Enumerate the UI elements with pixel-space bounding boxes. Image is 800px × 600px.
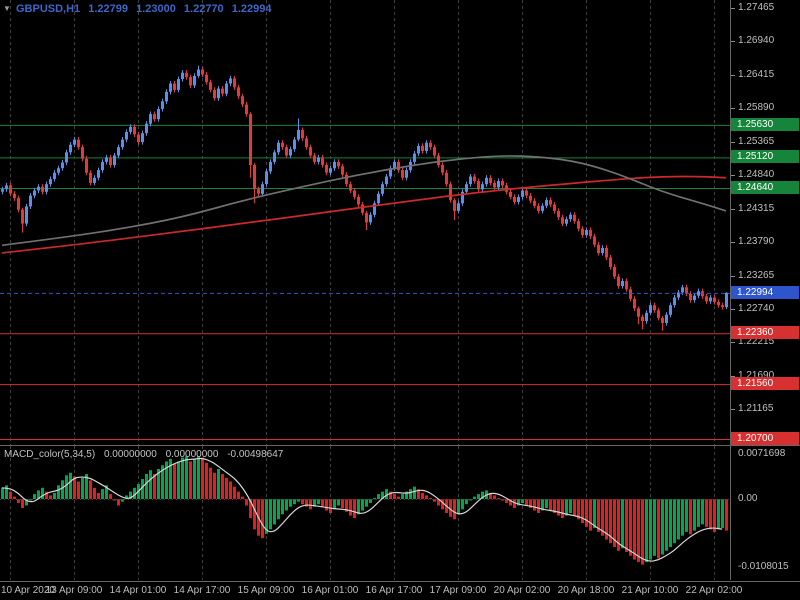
price-tick-label: 1.21165: [738, 403, 774, 415]
chart-ohlc-title: GBPUSD,H1 1.22799 1.23000 1.22770 1.2299…: [16, 3, 277, 15]
price-tick-label: 1.22215: [738, 336, 775, 348]
price-tickmark: [731, 409, 735, 411]
price-tickmark: [731, 342, 735, 344]
candles-group: [1, 65, 728, 331]
price-tickmark: [731, 108, 735, 110]
ohlc-low-value: 1.22770: [183, 3, 224, 15]
time-tick-label: 21 Apr 10:00: [621, 585, 679, 596]
level-price-label: 1.20700: [731, 431, 799, 445]
price-tick-label: 1.23265: [738, 269, 775, 281]
macd-value-main: 0.00000000: [103, 449, 157, 460]
price-tick-label: 1.24840: [738, 169, 775, 181]
time-tick-label: 15 Apr 09:00: [237, 585, 295, 596]
level-price-label: 1.25630: [731, 117, 799, 131]
fast-ma-line: [1, 155, 727, 247]
time-tick-label: 22 Apr 02:00: [685, 585, 743, 596]
ohlc-open-value: 1.22799: [88, 3, 129, 15]
level-price-label: 1.25120: [731, 150, 799, 164]
macd-tick-label: -0.0108015: [738, 561, 789, 573]
price-tick-label: 1.26415: [738, 68, 775, 80]
price-tick-label: 1.23790: [738, 236, 775, 248]
time-tick-label: 14 Apr 01:00: [109, 585, 167, 596]
time-tick-label: 20 Apr 02:00: [493, 585, 551, 596]
level-price-label: 1.22360: [731, 326, 799, 340]
time-tick-label: 20 Apr 18:00: [557, 585, 615, 596]
time-tick-label: 13 Apr 09:00: [45, 585, 103, 596]
price-tickmark: [731, 41, 735, 43]
macd-tick-label: 0.00: [738, 493, 758, 505]
macd-indicator-chart[interactable]: [0, 446, 730, 580]
chart-symbol-label: GBPUSD,H1: [16, 3, 81, 15]
ohlc-close-value: 1.22994: [231, 3, 272, 15]
time-tick-label: 16 Apr 17:00: [365, 585, 423, 596]
slow-ma-line: [1, 175, 727, 254]
price-axis[interactable]: 1.27465 1.26940 1.26415 1.25890 1.25365 1.248…: [730, 0, 800, 580]
price-tick-label: 1.24315: [738, 202, 775, 214]
macd-histogram-group: [1, 456, 728, 565]
price-tickmark: [731, 74, 735, 76]
time-tick-label: 17 Apr 09:00: [429, 585, 487, 596]
vertical-gridlines: [10, 0, 715, 445]
time-tick-label: 10 Apr 2020: [1, 585, 55, 596]
price-tick-label: 1.22740: [738, 303, 775, 314]
price-tickmark: [731, 242, 735, 244]
level-price-label: 1.24640: [731, 180, 799, 194]
price-tickmark: [731, 175, 735, 177]
level-price-label: 1.21560: [731, 377, 799, 391]
macd-indicator-label: MACD_color(5,34,5): [4, 449, 96, 460]
price-tickmark: [731, 309, 735, 310]
macd-value-hist: -0.00498647: [227, 449, 284, 460]
pane-separator[interactable]: [0, 445, 800, 446]
price-tickmark: [731, 375, 735, 377]
macd-indicator-title: MACD_color(5,34,5) 0.00000000 0.00000000…: [4, 449, 289, 460]
price-tick-label: 1.25890: [738, 102, 775, 114]
price-tickmark: [731, 208, 735, 210]
macd-tick-label: 0.0071698: [738, 448, 786, 460]
macd-value-signal: 0.00000000: [165, 449, 219, 460]
macd-signal-line: [1, 457, 723, 562]
time-tick-label: 14 Apr 17:00: [173, 585, 231, 596]
main-price-chart[interactable]: [0, 0, 730, 445]
price-tickmark: [731, 8, 735, 10]
price-tickmark: [731, 275, 735, 277]
symbol-dropdown-icon[interactable]: ▼: [3, 4, 11, 13]
price-tick-label: 1.27465: [738, 2, 775, 14]
price-tick-label: 1.21690: [738, 369, 775, 381]
price-tick-label: 1.25365: [738, 135, 775, 147]
price-tickmark: [731, 141, 735, 143]
ohlc-high-value: 1.23000: [136, 3, 176, 15]
horizontal-level-lines[interactable]: [0, 124, 730, 440]
time-tick-label: 16 Apr 01:00: [301, 585, 359, 596]
time-axis[interactable]: 10 Apr 2020 13 Apr 09:00 14 Apr 01:00 14 Ap…: [0, 581, 800, 600]
current-price-label: 1.22994: [731, 285, 799, 299]
price-tick-label: 1.26940: [738, 35, 775, 47]
